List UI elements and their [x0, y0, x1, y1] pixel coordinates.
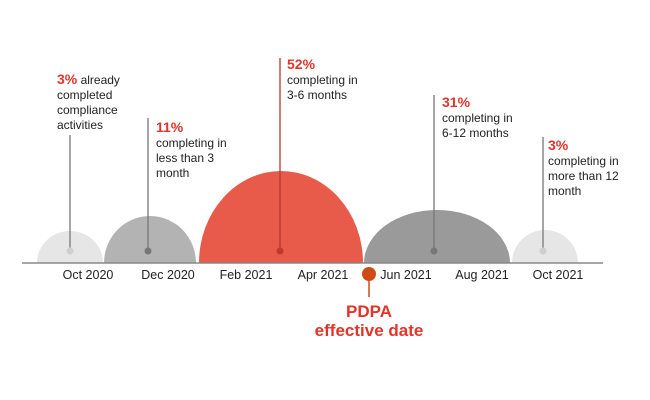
- segment-text: 6-12 months: [442, 126, 509, 140]
- segment-text: month: [156, 166, 190, 180]
- segment-percent: 52%: [287, 56, 316, 72]
- axis-tick-label: Oct 2021: [532, 268, 584, 282]
- axis-tick-label: Apr 2021: [297, 268, 349, 282]
- segment-percent: 11%: [156, 119, 184, 135]
- segment-text: more than 12: [548, 169, 619, 183]
- segment-text: activities: [57, 118, 104, 132]
- segment-text: completing in: [442, 111, 513, 125]
- pdpa-title: PDPA: [346, 302, 392, 321]
- callout-dot: [66, 247, 74, 255]
- axis-tick-label: Feb 2021: [219, 268, 273, 282]
- segment-label-5: 3% completing in more than 12 month: [548, 138, 619, 199]
- segment-text: compliance: [57, 103, 118, 117]
- callout-dot: [539, 247, 547, 255]
- pdpa-effective-date-label: PDPA effective date: [315, 302, 424, 340]
- segment-label-1: 3% already completed compliance activities: [57, 72, 120, 133]
- segment-semicircle: [512, 230, 578, 263]
- segment-text: month: [548, 184, 582, 198]
- segment-label-2: 11% completing in less than 3 month: [156, 120, 227, 181]
- segment-text: completing in: [548, 154, 619, 168]
- axis-tick-label: Aug 2021: [455, 268, 509, 282]
- segment-percent: 3%: [57, 71, 78, 87]
- segment-text: completed: [57, 88, 113, 102]
- callout-dot: [276, 247, 284, 255]
- callout-dot: [430, 247, 438, 255]
- segment-text: already: [77, 73, 120, 87]
- segment-text: less than 3: [156, 151, 215, 165]
- segment-label-4: 31% completing in 6-12 months: [442, 95, 513, 141]
- pdpa-marker: [362, 267, 376, 281]
- segment-text: completing in: [287, 73, 358, 87]
- segment-percent: 31%: [442, 94, 471, 110]
- segment-text: 3-6 months: [287, 88, 348, 102]
- segment-semicircle: [364, 210, 510, 263]
- segment-label-3: 52% completing in 3-6 months: [287, 57, 358, 103]
- segment-text: completing in: [156, 136, 227, 150]
- pdpa-subtitle: effective date: [314, 321, 424, 340]
- segment-percent: 3%: [548, 137, 569, 153]
- segment-semicircle: [104, 216, 196, 263]
- segment-semicircle: [199, 171, 363, 263]
- axis-tick-label: Oct 2020: [62, 268, 114, 282]
- axis-tick-label: Jun 2021: [380, 268, 432, 282]
- callout-dot: [144, 247, 152, 255]
- axis-tick-label: Dec 2020: [141, 268, 195, 282]
